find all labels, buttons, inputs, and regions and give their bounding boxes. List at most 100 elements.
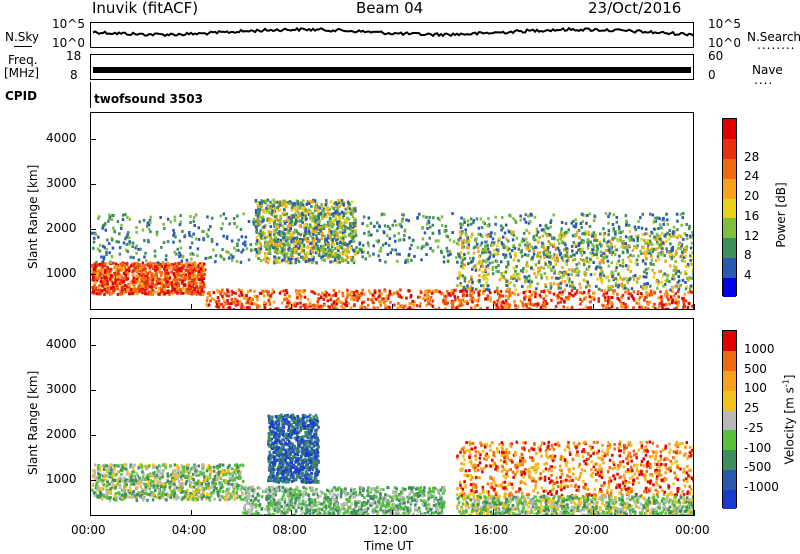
colorbar-segment [723, 217, 736, 239]
nave-dots: .... [754, 73, 774, 87]
colorbar-tick-label: -100 [744, 440, 772, 455]
x-tick-mark [392, 510, 393, 516]
colorbar-tick-label: -1000 [744, 480, 779, 495]
date-title: 23/Oct/2016 [588, 0, 682, 17]
colorbar-segment [723, 277, 736, 298]
freq-panel [90, 54, 694, 80]
colorbar-segment [723, 429, 736, 451]
freq-unit-label: [MHz] [4, 66, 40, 80]
freq-tick-high: 18 [66, 49, 82, 63]
colorbar-segment [723, 119, 736, 140]
colorbar-segment [723, 138, 736, 160]
echo-region-1 [205, 288, 693, 309]
x-tick-label: 20:00 [574, 523, 609, 537]
power-colorbar [722, 118, 737, 298]
colorbar-tick-label: 500 [744, 361, 767, 376]
colorbar-segment [723, 390, 736, 411]
y-tick-label: 4000 [46, 131, 77, 145]
colorbar-tick-label: 1000 [744, 341, 775, 356]
y-tick-mark [90, 274, 96, 275]
colorbar-tick-label: 4 [744, 268, 752, 283]
x-tick-label: 12:00 [373, 523, 408, 537]
colorbar-segment [723, 449, 736, 470]
power-ylabel: Slant Range [km] [26, 164, 40, 269]
beam-title: Beam 04 [356, 0, 424, 17]
colorbar-segment [723, 410, 736, 431]
colorbar-tick-label: 20 [744, 189, 760, 204]
x-axis-label: Time UT [364, 539, 414, 553]
colorbar-segment [723, 237, 736, 258]
nsky-tick-high: 10^5 [52, 17, 85, 31]
x-tick-mark [291, 510, 293, 516]
nsky-trace [92, 26, 694, 38]
y-tick-label: 2000 [46, 427, 77, 441]
y-tick-mark [90, 345, 96, 346]
velocity-colorbar-label: Velocity [m s-1] [782, 360, 797, 480]
echo-region-0 [91, 463, 245, 502]
x-tick-label: 00:00 [71, 523, 106, 537]
power-colorbar-label: Power [dB] [774, 182, 788, 248]
echo-region-4 [455, 494, 693, 515]
y-tick-mark [90, 390, 96, 391]
freq-tick-low: 8 [70, 68, 78, 82]
echo-region-2 [267, 413, 320, 484]
y-tick-label: 1000 [46, 472, 77, 486]
nsky-panel [90, 22, 694, 48]
velocity-heatmap [91, 413, 693, 515]
y-tick-mark [90, 184, 96, 185]
velocity-panel [90, 318, 694, 516]
y-tick-mark [90, 229, 96, 230]
y-tick-mark [90, 480, 96, 481]
y-tick-mark [90, 139, 96, 140]
x-tick-mark [694, 510, 695, 516]
colorbar-tick-label: -500 [744, 460, 772, 475]
nsearch-tick-low: 10^0 [708, 36, 741, 50]
cpid-label: CPID [5, 89, 38, 103]
x-tick-label: 08:00 [272, 523, 307, 537]
x-tick-mark [190, 304, 192, 310]
x-tick-mark [90, 304, 91, 310]
x-tick-label: 16:00 [473, 523, 509, 537]
colorbar-tick-label: 25 [744, 401, 760, 416]
y-tick-mark [90, 435, 96, 436]
y-tick-label: 3000 [46, 176, 77, 190]
x-tick-mark [593, 510, 595, 516]
nave-tick-low: 0 [708, 68, 716, 82]
nave-label: Nave [752, 63, 783, 77]
velocity-colorbar [722, 330, 737, 510]
power-heatmap [91, 198, 693, 309]
x-tick-mark [694, 304, 695, 310]
nsearch-tick-high: 10^5 [708, 17, 741, 31]
y-tick-label: 2000 [46, 221, 77, 235]
nsearch-label: N.Search [747, 30, 800, 44]
cpid-text: twofsound 3503 [94, 92, 203, 106]
y-tick-label: 4000 [46, 337, 77, 351]
x-tick-mark [90, 510, 91, 516]
x-tick-mark [593, 304, 595, 310]
colorbar-segment [723, 469, 736, 490]
x-tick-mark [190, 510, 192, 516]
x-tick-label: 04:00 [171, 523, 207, 537]
x-tick-mark [492, 304, 494, 310]
station-title: Inuvik (fitACF) [92, 0, 199, 17]
colorbar-tick-label: 16 [744, 208, 760, 223]
colorbar-segment [723, 331, 736, 352]
y-tick-label: 3000 [46, 382, 77, 396]
colorbar-tick-label: -25 [744, 420, 764, 435]
nsky-label: N.Sky [5, 30, 40, 44]
power-panel [90, 112, 694, 310]
x-tick-mark [392, 304, 393, 310]
x-tick-mark [492, 510, 494, 516]
nsky-tick-low: 10^0 [52, 36, 85, 50]
nave-tick-high: 60 [708, 49, 724, 63]
freq-label: Freq. [8, 53, 38, 67]
colorbar-tick-label: 28 [744, 149, 760, 164]
velocity-colorbar-label-text: Velocity [m s-1] [781, 374, 797, 465]
colorbar-segment [723, 350, 736, 372]
colorbar-segment [723, 257, 736, 278]
echo-region-0 [91, 261, 207, 296]
colorbar-segment [723, 370, 736, 391]
echo-region-4 [456, 230, 693, 292]
echo-region-3 [254, 198, 358, 265]
colorbar-segment [723, 178, 736, 199]
